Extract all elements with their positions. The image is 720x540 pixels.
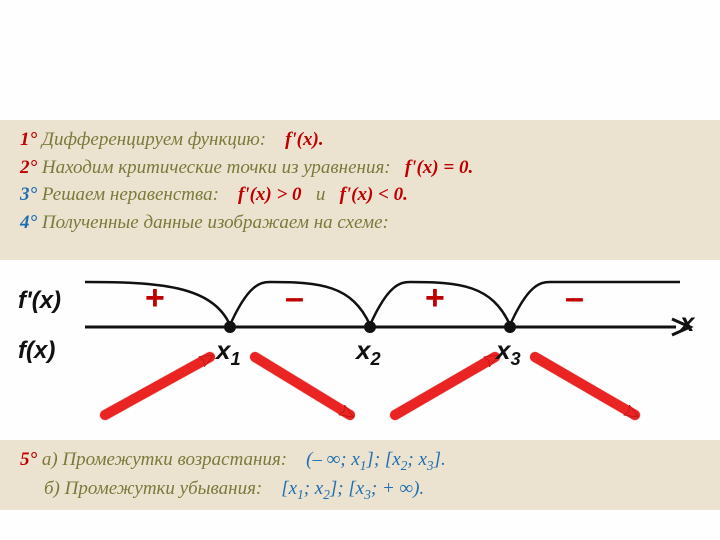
step-prefix: б) Промежутки убывания: xyxy=(44,478,262,499)
interval-sub: 1 xyxy=(297,487,304,502)
step-num: 2° xyxy=(20,157,37,178)
sign-label: – xyxy=(285,279,304,318)
interval-part: ]; [x xyxy=(366,449,400,470)
step-formula: f'(x) < 0. xyxy=(340,184,408,205)
interval-sub: 3 xyxy=(364,487,371,502)
interval-part: ]; [x xyxy=(330,478,364,499)
step-4: 4° Полученные данные изображаем на схеме… xyxy=(20,209,700,237)
step-num: 4° xyxy=(20,212,37,233)
step-text: Дифференцируем функцию: xyxy=(42,129,266,150)
critical-point-label: x1 xyxy=(216,335,241,370)
interval-sub: 3 xyxy=(427,458,434,473)
step-prefix: а) Промежутки возрастания: xyxy=(42,449,287,470)
step-2: 2° Находим критические точки из уравнени… xyxy=(20,154,700,182)
step-mid: и xyxy=(316,184,326,205)
step-text: Находим критические точки из уравнения: xyxy=(42,157,391,178)
sign-label: + xyxy=(425,279,445,318)
label-derivative: f'(x) xyxy=(18,287,61,315)
interval-part: ]. xyxy=(434,449,446,470)
step-3: 3° Решаем неравенства: f'(x) > 0 и f'(x)… xyxy=(20,181,700,209)
step-5b: б) Промежутки убывания: [x1; x2]; [x3; +… xyxy=(20,475,700,504)
interval-part: ; x xyxy=(304,478,324,499)
critical-point-label: x3 xyxy=(496,335,521,370)
step-5a: 5° а) Промежутки возрастания: (– ∞; x1];… xyxy=(20,446,700,475)
step-formula: f'(x). xyxy=(285,129,324,150)
step-formula: f'(x) > 0 xyxy=(238,184,302,205)
critical-point-label: x2 xyxy=(356,335,381,370)
step-text: Полученные данные изображаем на схеме: xyxy=(42,212,389,233)
interval-sub: 2 xyxy=(323,487,330,502)
step-num: 3° xyxy=(20,184,37,205)
step-formula: f'(x) = 0. xyxy=(405,157,473,178)
interval-part: (– ∞; x xyxy=(306,449,360,470)
number-line-diagram: f'(x) f(x) x + – + – x1 x2 x3 xyxy=(0,265,720,435)
interval-part: [x xyxy=(281,478,297,499)
step-1: 1° Дифференцируем функцию: f'(x). xyxy=(20,126,700,154)
interval-part: ; + ∞). xyxy=(371,478,424,499)
label-function: f(x) xyxy=(18,337,55,365)
step-text: Решаем неравенства: xyxy=(42,184,219,205)
sign-label: – xyxy=(565,279,584,318)
step-num: 5° xyxy=(20,449,37,470)
steps-band-top: 1° Дифференцируем функцию: f'(x). 2° Нах… xyxy=(0,120,720,260)
sign-label: + xyxy=(145,279,165,318)
step-num: 1° xyxy=(20,129,37,150)
axis-label-x: x xyxy=(680,307,694,338)
interval-part: ; x xyxy=(407,449,427,470)
steps-band-bottom: 5° а) Промежутки возрастания: (– ∞; x 1];… xyxy=(0,440,720,510)
